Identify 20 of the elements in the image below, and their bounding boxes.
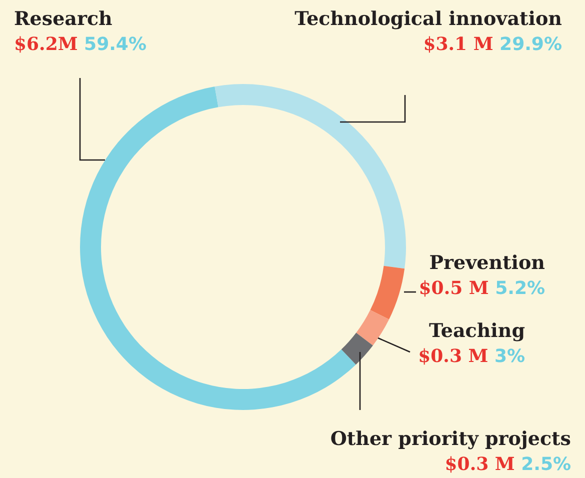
donut-slice [370, 266, 405, 320]
slice-label: Prevention [428, 251, 545, 276]
text: $0.3 M [418, 346, 488, 367]
data-label: 5.2% [495, 278, 545, 299]
slice-label: Teaching [428, 319, 525, 344]
slice-label: Other priority projects [330, 427, 571, 452]
text: $0.5 M [418, 278, 489, 299]
data-label: 3% [494, 346, 525, 367]
donut-slice [341, 332, 373, 365]
slice-label: Technological innovation [294, 7, 562, 32]
donut-slice [214, 84, 406, 269]
text: $3.1 M [423, 34, 494, 55]
slice-label: Research [14, 7, 114, 32]
text: $0.3 M [444, 454, 515, 475]
text: $6.2M [14, 34, 78, 55]
data-label: 59.4% [84, 34, 146, 55]
data-label: 2.5% [521, 454, 571, 475]
donut-slice [356, 310, 390, 346]
donut-slice [80, 86, 356, 410]
data-label: 29.9% [500, 34, 562, 55]
